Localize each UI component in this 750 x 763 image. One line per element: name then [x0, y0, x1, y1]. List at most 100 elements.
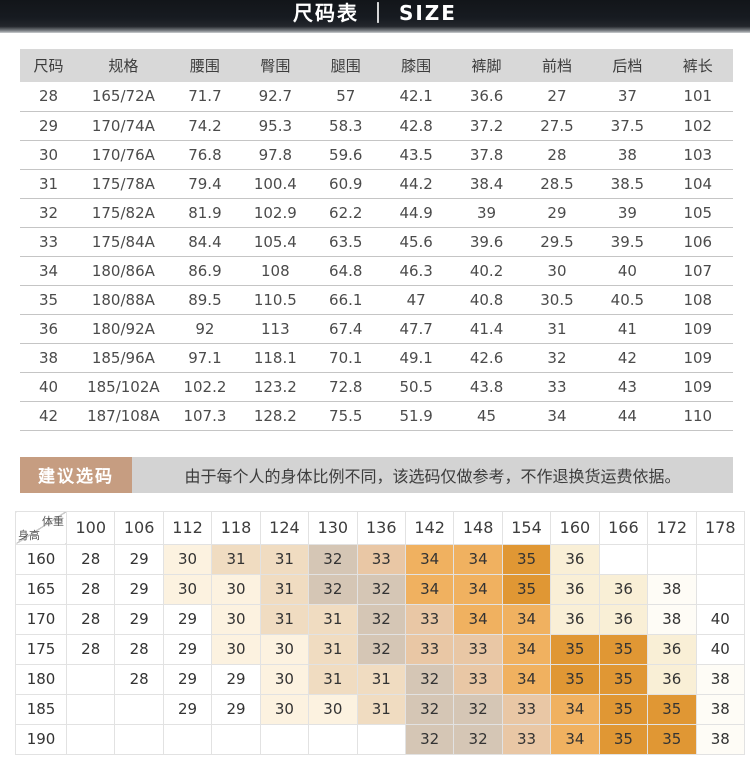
matrix-size-cell: 38: [647, 573, 697, 605]
size-table-cell: 105.4: [240, 227, 311, 257]
matrix-height-header: 185: [14, 693, 68, 725]
size-table-row: 32 175/82A 81.9 102.9 62.2 44.9 39 29 39 105: [20, 198, 733, 228]
size-table-cell: 39: [592, 198, 663, 228]
matrix-size-cell: 31: [308, 663, 358, 695]
size-table-cell: 102.2: [169, 372, 241, 402]
size-table-cell: 110: [662, 401, 733, 431]
size-table-cell: 107.3: [169, 401, 241, 431]
size-table-cell: 104: [662, 169, 733, 199]
matrix-size-cell: 34: [550, 693, 600, 725]
matrix-size-cell: 29: [114, 573, 164, 605]
size-table-cell: 44: [592, 401, 663, 431]
matrix-size-cell: 33: [453, 633, 503, 665]
matrix-weight-header: 118: [211, 510, 261, 545]
size-table-cell: 43: [592, 372, 663, 402]
matrix-empty-cell: [259, 723, 310, 755]
size-table-row: 30 170/76A 76.8 97.8 59.6 43.5 37.8 28 38 103: [20, 140, 733, 170]
size-table-cell: 40: [592, 256, 663, 286]
matrix-weight-header: 112: [162, 510, 213, 545]
matrix-size-cell: 29: [114, 603, 164, 635]
size-table-cell: 101: [662, 82, 733, 112]
matrix-size-cell: 35: [598, 663, 649, 695]
size-table-cell: 28: [20, 82, 78, 112]
size-table-col-header: 裤脚: [451, 49, 522, 82]
size-chart-banner: 尺码表 ｜ SIZE: [0, 0, 750, 33]
matrix-height-header: 170: [14, 603, 68, 635]
matrix-size-cell: 28: [66, 603, 116, 635]
size-table-cell: 42.1: [380, 82, 452, 112]
size-table-cell: 36.6: [451, 82, 522, 112]
size-table-cell: 108: [662, 285, 733, 315]
size-table-cell: 128.2: [240, 401, 311, 431]
size-table-col-header: 膝围: [380, 49, 452, 82]
matrix-row: 165 28 29 30 30 31 32 32 34 34 35 36 36 38: [14, 573, 745, 605]
size-table-cell: 74.2: [169, 111, 241, 141]
matrix-empty-cell: [695, 573, 745, 605]
matrix-weight-header: 178: [695, 510, 745, 545]
matrix-size-cell: 33: [404, 633, 455, 665]
size-table-body: 28 165/72A 71.7 92.7 57 42.1 36.6 27 37 101 29 170/…: [20, 82, 733, 431]
matrix-size-cell: 32: [404, 723, 455, 755]
size-table-cell: 180/88A: [77, 285, 170, 315]
size-table-cell: 59.6: [310, 140, 381, 170]
matrix-size-cell: 33: [404, 603, 455, 635]
matrix-size-cell: 31: [259, 543, 310, 575]
size-table-cell: 180/92A: [77, 314, 170, 344]
matrix-weight-header: 100: [66, 510, 116, 545]
size-table-cell: 123.2: [240, 372, 311, 402]
matrix-size-cell: 29: [162, 603, 213, 635]
advice-note: 由于每个人的身体比例不同，该选码仅做参考，不作退换货运费依据。: [132, 456, 733, 493]
matrix-empty-cell: [647, 543, 697, 575]
size-table-cell: 92: [169, 314, 241, 344]
matrix-size-cell: 32: [404, 693, 455, 725]
height-weight-matrix: 体重 身高 100 106 112 118 124 130 136 142 148 154 160 1…: [14, 510, 745, 755]
size-table-cell: 38.4: [451, 169, 522, 199]
matrix-size-cell: 31: [259, 603, 310, 635]
size-table-cell: 175/82A: [77, 198, 170, 228]
matrix-size-cell: 35: [647, 723, 697, 755]
matrix-empty-cell: [114, 693, 164, 725]
size-table-cell: 175/84A: [77, 227, 170, 257]
size-table-cell: 39: [451, 198, 522, 228]
size-table-cell: 32: [521, 343, 593, 373]
size-table-cell: 118.1: [240, 343, 311, 373]
matrix-size-cell: 40: [695, 603, 745, 635]
size-table-cell: 180/86A: [77, 256, 170, 286]
banner-title: 尺码表 ｜ SIZE: [293, 1, 457, 25]
size-table-cell: 81.9: [169, 198, 241, 228]
matrix-size-cell: 32: [356, 573, 406, 605]
matrix-size-cell: 38: [647, 603, 697, 635]
matrix-size-cell: 35: [501, 573, 552, 605]
size-table-cell: 34: [521, 401, 593, 431]
size-table-cell: 30.5: [521, 285, 593, 315]
size-table-cell: 36: [20, 314, 78, 344]
matrix-size-cell: 30: [162, 573, 213, 605]
matrix-size-cell: 34: [404, 543, 455, 575]
size-table-cell: 43.8: [451, 372, 522, 402]
size-table-cell: 57: [310, 82, 381, 112]
size-table-row: 36 180/92A 92 113 67.4 47.7 41.4 31 41 109: [20, 314, 733, 344]
size-table-cell: 42: [592, 343, 663, 373]
size-table-row: 31 175/78A 79.4 100.4 60.9 44.2 38.4 28.5 38.5 10…: [20, 169, 733, 199]
matrix-size-cell: 36: [598, 603, 649, 635]
size-table-cell: 63.5: [310, 227, 381, 257]
size-table-cell: 40.8: [451, 285, 522, 315]
matrix-size-cell: 34: [501, 603, 552, 635]
matrix-size-cell: 35: [598, 693, 649, 725]
size-table-cell: 165/72A: [77, 82, 170, 112]
size-table-cell: 51.9: [380, 401, 452, 431]
matrix-size-cell: 33: [453, 663, 503, 695]
size-table-cell: 97.8: [240, 140, 311, 170]
matrix-empty-cell: [114, 723, 164, 755]
size-table-cell: 100.4: [240, 169, 311, 199]
size-table-row: 33 175/84A 84.4 105.4 63.5 45.6 39.6 29.5 39.5 10…: [20, 227, 733, 257]
matrix-size-cell: 36: [598, 573, 649, 605]
size-table-cell: 107: [662, 256, 733, 286]
size-table-cell: 106: [662, 227, 733, 257]
size-table-cell: 44.2: [380, 169, 452, 199]
matrix-empty-cell: [66, 693, 116, 725]
size-table-cell: 41.4: [451, 314, 522, 344]
matrix-size-cell: 34: [501, 663, 552, 695]
matrix-size-cell: 31: [211, 543, 261, 575]
matrix-size-cell: 30: [211, 573, 261, 605]
